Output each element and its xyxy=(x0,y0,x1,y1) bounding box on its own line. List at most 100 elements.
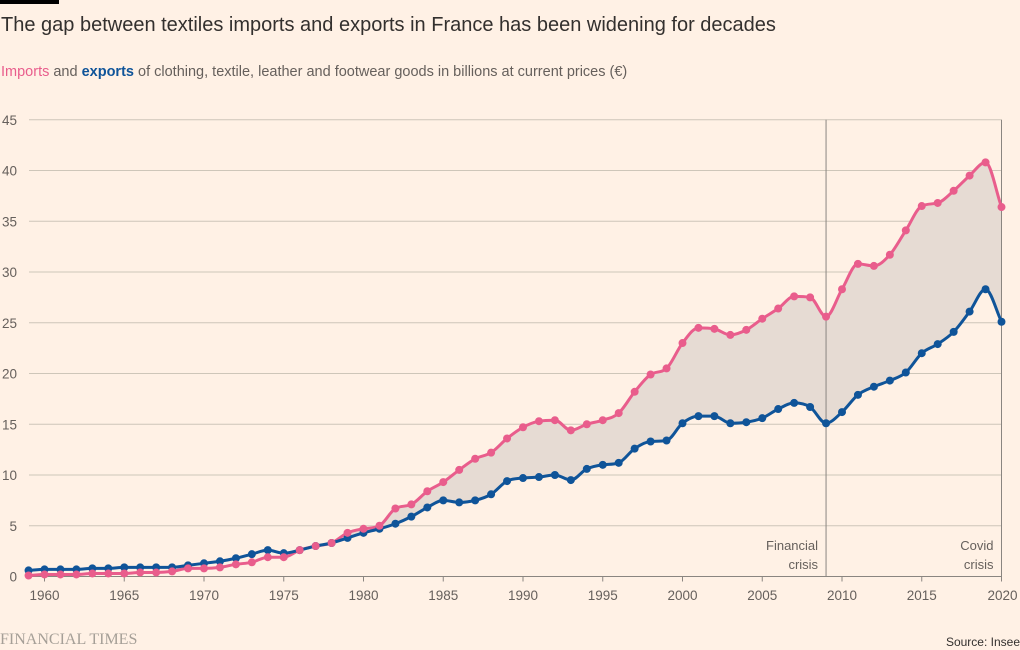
imports-point-1962 xyxy=(72,570,81,579)
imports-point-1985 xyxy=(439,478,448,487)
imports-point-2003 xyxy=(726,330,735,339)
imports-point-1966 xyxy=(136,568,145,577)
imports-point-2016 xyxy=(933,198,942,207)
exports-point-1994 xyxy=(582,464,591,473)
exports-point-1987 xyxy=(471,496,480,505)
exports-point-1992 xyxy=(550,471,559,479)
exports-point-2003 xyxy=(726,419,735,428)
exports-point-2007 xyxy=(790,398,799,407)
exports-point-1998 xyxy=(646,437,655,446)
exports-point-2002 xyxy=(710,412,719,421)
imports-point-1989 xyxy=(503,434,512,443)
exports-point-2014 xyxy=(901,368,910,377)
y-tick-label-20: 20 xyxy=(2,367,17,382)
exports-point-2019 xyxy=(981,285,990,294)
series-points xyxy=(24,158,1006,580)
legend-exports: exports xyxy=(81,64,134,80)
imports-point-1990 xyxy=(519,423,527,432)
imports-point-1995 xyxy=(598,416,607,425)
x-tick-label-1990: 1990 xyxy=(508,588,538,603)
exports-point-1991 xyxy=(534,473,543,482)
imports-point-1987 xyxy=(471,454,480,463)
imports-point-2011 xyxy=(853,259,862,268)
exports-point-1984 xyxy=(423,503,432,512)
imports-point-1981 xyxy=(375,521,384,530)
imports-point-1991 xyxy=(534,417,543,426)
ft-brand-bar xyxy=(0,0,59,4)
imports-point-1979 xyxy=(343,528,352,537)
exports-point-2017 xyxy=(949,327,958,336)
y-tick-label-15: 15 xyxy=(2,417,17,432)
chart-subtitle: Imports and exports of clothing, textile… xyxy=(1,64,627,80)
exports-point-1989 xyxy=(503,477,512,486)
imports-point-1964 xyxy=(104,569,113,578)
imports-point-1959 xyxy=(24,571,33,580)
imports-point-1983 xyxy=(407,500,416,509)
exports-point-2012 xyxy=(869,382,878,391)
imports-point-1974 xyxy=(263,553,272,562)
imports-point-1988 xyxy=(487,448,496,457)
imports-point-2013 xyxy=(885,250,894,259)
imports-point-2001 xyxy=(694,323,703,332)
exports-point-1973 xyxy=(247,550,256,559)
x-tick-label-1995: 1995 xyxy=(588,588,618,603)
legend-imports: Imports xyxy=(1,64,50,80)
subtitle-and: and xyxy=(49,64,82,80)
imports-point-2020 xyxy=(997,203,1006,212)
imports-point-2002 xyxy=(710,324,719,333)
annotation-label-1: Covid xyxy=(960,538,993,553)
imports-point-1975 xyxy=(279,553,288,562)
imports-point-1960 xyxy=(40,570,49,579)
imports-point-2019 xyxy=(981,158,990,167)
imports-point-1998 xyxy=(646,370,655,379)
exports-point-1988 xyxy=(487,490,496,499)
imports-point-2009 xyxy=(822,312,831,321)
y-tick-label-25: 25 xyxy=(2,316,17,331)
imports-point-1986 xyxy=(455,465,464,474)
imports-point-2010 xyxy=(838,285,846,294)
exports-point-1993 xyxy=(566,476,575,485)
exports-point-2009 xyxy=(822,419,831,428)
y-tick-label-0: 0 xyxy=(9,570,17,585)
exports-point-1982 xyxy=(391,519,400,528)
imports-point-2007 xyxy=(790,292,799,301)
annotation-label-1-line2: crisis xyxy=(964,557,994,572)
y-tick-label-5: 5 xyxy=(9,519,17,534)
y-tick-label-10: 10 xyxy=(2,468,17,483)
imports-point-1965 xyxy=(120,569,129,578)
annotation-label-0: Financial xyxy=(766,538,818,553)
imports-point-1984 xyxy=(423,487,432,496)
exports-point-2020 xyxy=(997,317,1006,326)
x-tick-label-2005: 2005 xyxy=(747,588,777,603)
exports-point-2011 xyxy=(853,390,862,399)
source-note: Source: Insee xyxy=(945,635,1020,649)
x-tick-label-2020: 2020 xyxy=(987,588,1017,603)
imports-point-1967 xyxy=(152,568,161,577)
y-tick-label-35: 35 xyxy=(2,214,17,229)
imports-point-1973 xyxy=(247,558,256,567)
exports-point-1983 xyxy=(407,512,416,521)
imports-point-1994 xyxy=(582,420,591,429)
imports-point-1977 xyxy=(311,542,320,551)
imports-point-2017 xyxy=(949,186,958,195)
exports-point-2016 xyxy=(933,340,942,349)
x-tick-label-2000: 2000 xyxy=(667,588,697,603)
x-tick-label-2015: 2015 xyxy=(907,588,937,603)
exports-point-1997 xyxy=(630,444,639,453)
exports-point-2010 xyxy=(838,408,846,417)
x-tick-label-1975: 1975 xyxy=(269,588,299,603)
imports-point-1980 xyxy=(359,524,368,533)
imports-point-1993 xyxy=(566,426,575,435)
exports-point-2013 xyxy=(885,376,894,385)
exports-point-2000 xyxy=(678,419,687,428)
exports-point-1999 xyxy=(662,436,671,445)
imports-point-1972 xyxy=(231,560,240,569)
y-tick-label-45: 45 xyxy=(2,113,17,128)
x-tick-label-1960: 1960 xyxy=(29,588,59,603)
imports-point-1971 xyxy=(215,563,224,572)
x-tick-label-1970: 1970 xyxy=(189,588,219,603)
imports-point-2015 xyxy=(917,202,926,211)
exports-point-2018 xyxy=(965,307,974,316)
imports-point-1996 xyxy=(614,409,623,418)
